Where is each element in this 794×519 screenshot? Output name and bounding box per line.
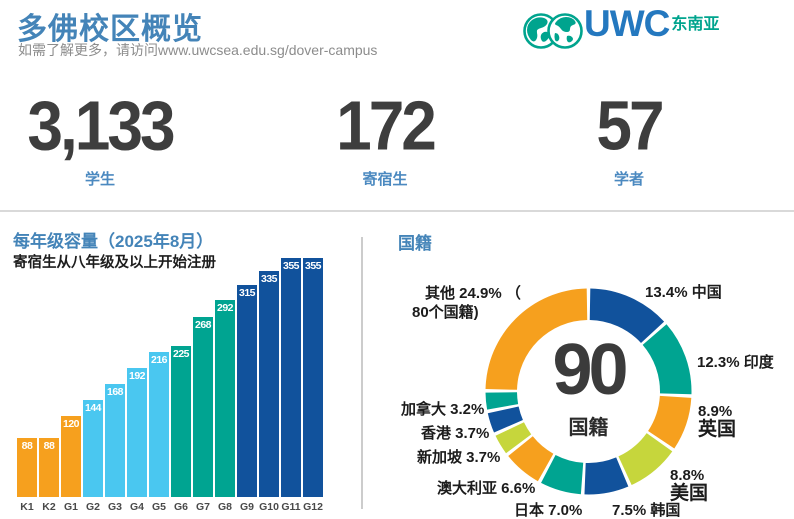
bar-value-G12: 355 [304,260,322,272]
donut-label-india: 12.3% 印度 [697,354,774,371]
bar-G8: 292 [215,300,235,497]
stat-scholars-value: 57 [596,87,664,165]
donut-segment-香港 [487,406,523,433]
bar-value-K1: 88 [21,440,33,452]
donut-segment-其他 [485,288,588,390]
bar-x-label-G1: G1 [63,501,78,513]
donut-label-hongkong: 香港 3.7% [421,425,490,442]
bar-x-label-G7: G7 [195,501,210,513]
donut-segment-加拿大 [485,392,519,410]
uwc-logo-text: UWC [584,3,670,44]
bar-G9: 315 [237,285,257,497]
uwc-globes-icon [522,4,584,57]
stat-scholars-label: 学者 [613,171,644,188]
bar-G1: 120 [61,416,81,497]
bar-value-G4: 192 [128,370,146,382]
donut-segment-中国 [589,288,665,343]
capacity-chart-title: 每年级容量（2025年8月） [13,232,214,251]
stat-students-label: 学生 [84,171,115,188]
donut-segment-韩国 [584,457,629,495]
donut-label-canada: 加拿大 3.2% [401,401,485,418]
bar-K1: 88 [17,438,37,497]
bar-value-G3: 168 [106,386,124,398]
bar-value-G2: 144 [84,402,102,414]
uwc-logo: UWC 东南亚 [522,4,719,57]
bar-x-label-G12: G12 [303,501,323,513]
bar-G5: 216 [149,352,169,497]
bar-x-label-G6: G6 [173,501,188,513]
capacity-chart-note: 寄宿生从八年级及以上开始注册 [13,255,216,271]
donut-center-value: 90 [552,330,628,410]
bar-G3: 168 [105,384,125,497]
donut-label-us-pct: 8.8% [670,467,705,484]
bar-value-G9: 315 [238,287,256,299]
bar-G4: 192 [127,368,147,497]
donut-label-uk-name: 英国 [698,419,737,440]
donut-segment-印度 [642,324,692,395]
vertical-divider [361,237,363,509]
stat-scholars: 57 学者 [529,86,729,189]
donut-label-uk-pct: 8.9% [698,403,733,420]
bar-value-G1: 120 [62,418,80,430]
uwc-logo-region: 东南亚 [671,16,720,33]
bar-K2: 88 [39,438,59,497]
donut-label-other-line1: 其他 24.9% （ [425,285,521,302]
stat-boarders: 172 寄宿生 [285,86,485,189]
capacity-bar-chart-x-axis: K1 K2 G1 G2 G3 G4 G5 G6 G7 G8 G9 G10 G11 G12 [17,501,323,513]
bar-value-K2: 88 [43,440,55,452]
bar-x-label-G5: G5 [151,501,166,513]
donut-center-label: 国籍 [568,417,609,439]
bar-G2: 144 [83,400,103,497]
donut-label-us-name: 美国 [670,483,709,504]
donut-label-uk: 8.9% 英国 [698,404,736,440]
bar-G10: 335 [259,271,279,497]
donut-label-korea: 7.5% 韩国 [612,502,681,519]
donut-label-singapore: 新加坡 3.7% [417,449,501,466]
donut-segment-美国 [618,433,673,486]
bar-x-label-G3: G3 [107,501,122,513]
bar-value-G5: 216 [150,354,168,366]
donut-label-australia: 澳大利亚 6.6% [437,480,536,497]
bar-G11: 355 [281,258,301,497]
donut-label-other-line2: 80个国籍) [412,304,479,321]
bar-x-label-G9: G9 [239,501,254,513]
bar-value-G10: 335 [260,273,278,285]
stat-students: 3,133 学生 [0,86,200,189]
donut-segment-澳大利亚 [508,436,554,482]
bar-G7: 268 [193,317,213,497]
bar-value-G11: 355 [282,260,300,272]
donut-label-us: 8.8% 美国 [670,468,708,504]
bar-x-label-G10: G10 [259,501,279,513]
donut-segment-日本 [541,454,584,495]
bar-G6: 225 [171,346,191,497]
bar-x-label-K1: K1 [20,501,34,513]
donut-segment-英国 [648,395,692,449]
stat-boarders-value: 172 [336,87,437,165]
horizontal-divider [0,210,794,212]
bar-x-label-K2: K2 [42,501,56,513]
bar-x-label-G4: G4 [129,501,144,513]
nationality-donut-chart [485,288,692,495]
page-subtitle: 如需了解更多，请访问www.uwcsea.edu.sg/dover-campus [18,42,378,58]
donut-label-japan: 日本 7.0% [514,502,583,519]
bar-x-label-G11: G11 [281,501,301,513]
donut-label-china: 13.4% 中国 [645,284,722,301]
bar-value-G8: 292 [216,302,234,314]
page-title: 多佛校区概览 [17,13,203,46]
donut-segment-新加坡 [495,422,532,454]
bar-G12: 355 [303,258,323,497]
capacity-bar-chart: 88 88 120 144 168 192 216 225 268 292 315 335 355 355 [17,258,323,497]
bar-value-G6: 225 [172,348,190,360]
stat-students-value: 3,133 [27,87,175,165]
bar-value-G7: 268 [194,319,212,331]
nationality-chart-title: 国籍 [398,234,432,253]
stat-boarders-label: 寄宿生 [362,171,408,188]
bar-x-label-G8: G8 [217,501,232,513]
donut-center: 90 国籍 [484,331,693,440]
bar-x-label-G2: G2 [85,501,100,513]
